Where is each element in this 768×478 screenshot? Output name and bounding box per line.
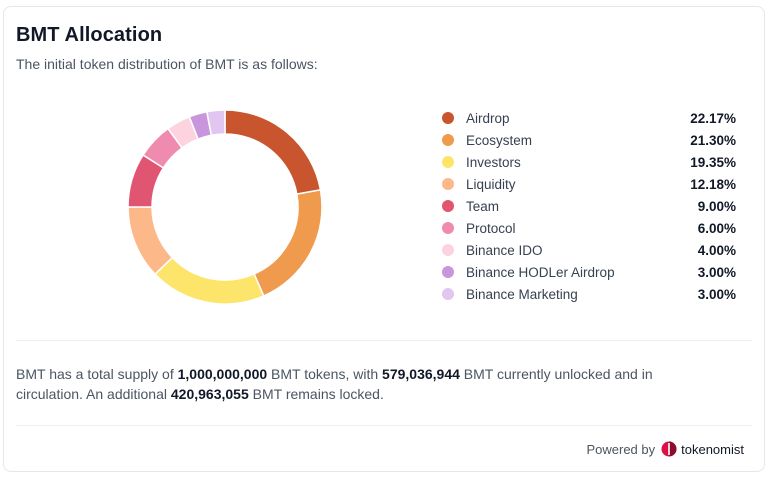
legend-label: Binance Marketing — [466, 286, 578, 302]
legend-value: 6.00% — [697, 220, 736, 236]
legend-value: 9.00% — [697, 198, 736, 214]
legend-item[interactable]: Investors 19.35% — [442, 151, 736, 173]
legend-item[interactable]: Binance IDO 4.00% — [442, 239, 736, 261]
legend-swatch — [442, 112, 454, 124]
legend-swatch — [442, 288, 454, 300]
legend-item[interactable]: Binance Marketing 3.00% — [442, 283, 736, 305]
locked-value: 420,963,055 — [170, 386, 249, 402]
legend-swatch — [442, 244, 454, 256]
legend-item[interactable]: Ecosystem 21.30% — [442, 129, 736, 151]
legend-value: 4.00% — [697, 242, 736, 258]
legend-swatch — [442, 156, 454, 168]
legend-label: Team — [466, 198, 500, 214]
legend-value: 19.35% — [690, 154, 736, 170]
legend-value: 12.18% — [690, 176, 736, 192]
legend-label: Investors — [466, 154, 521, 170]
donut-slice-ecosystem[interactable] — [253, 188, 323, 297]
legend-label: Binance HODLer Airdrop — [466, 264, 615, 280]
tokenomist-logo-icon — [661, 441, 677, 457]
allocation-donut-chart — [127, 109, 323, 305]
legend-label: Protocol — [466, 220, 516, 236]
card-subtitle: The initial token distribution of BMT is… — [16, 56, 318, 72]
legend-label: Binance IDO — [466, 242, 543, 258]
legend-label: Airdrop — [466, 110, 510, 126]
divider — [16, 340, 752, 341]
donut-slice-airdrop[interactable] — [224, 109, 322, 195]
summary-text-2: BMT tokens, with — [267, 366, 383, 382]
legend-item[interactable]: Airdrop 22.17% — [442, 107, 736, 129]
legend-swatch — [442, 178, 454, 190]
card-title: BMT Allocation — [16, 24, 163, 46]
supply-summary: BMT has a total supply of 1,000,000,000 … — [16, 364, 716, 404]
unlocked-value: 579,036,944 — [382, 366, 460, 382]
powered-by-label: Powered by — [586, 441, 656, 457]
donut-slice-investors[interactable] — [153, 256, 265, 305]
legend-swatch — [442, 222, 454, 234]
legend-swatch — [442, 266, 454, 278]
legend-value: 3.00% — [697, 264, 736, 280]
chart-legend: Airdrop 22.17% Ecosystem 21.30% Investors 19.… — [442, 107, 736, 305]
legend-value: 21.30% — [690, 132, 736, 148]
legend-value: 3.00% — [697, 286, 736, 302]
donut-slice-liquidity[interactable] — [127, 206, 174, 276]
legend-label: Liquidity — [466, 176, 516, 192]
total-supply-value: 1,000,000,000 — [177, 366, 268, 382]
allocation-card: BMT Allocation The initial token distrib… — [3, 6, 765, 472]
summary-text-1: BMT has a total supply of — [16, 366, 178, 382]
legend-item[interactable]: Protocol 6.00% — [442, 217, 736, 239]
legend-swatch — [442, 134, 454, 146]
summary-text-4: BMT remains locked. — [248, 386, 384, 402]
legend-item[interactable]: Team 9.00% — [442, 195, 736, 217]
legend-item[interactable]: Liquidity 12.18% — [442, 173, 736, 195]
powered-by-footer[interactable]: Powered by tokenomist — [586, 441, 744, 457]
tokenomist-brand[interactable]: tokenomist — [681, 441, 744, 457]
legend-swatch — [442, 200, 454, 212]
legend-value: 22.17% — [690, 110, 736, 126]
legend-label: Ecosystem — [466, 132, 533, 148]
donut-slice-binance-marketing[interactable] — [205, 109, 226, 137]
legend-item[interactable]: Binance HODLer Airdrop 3.00% — [442, 261, 736, 283]
summary-text-3: BMT currently unlocked and in circulatio… — [16, 366, 653, 402]
divider — [16, 425, 752, 426]
